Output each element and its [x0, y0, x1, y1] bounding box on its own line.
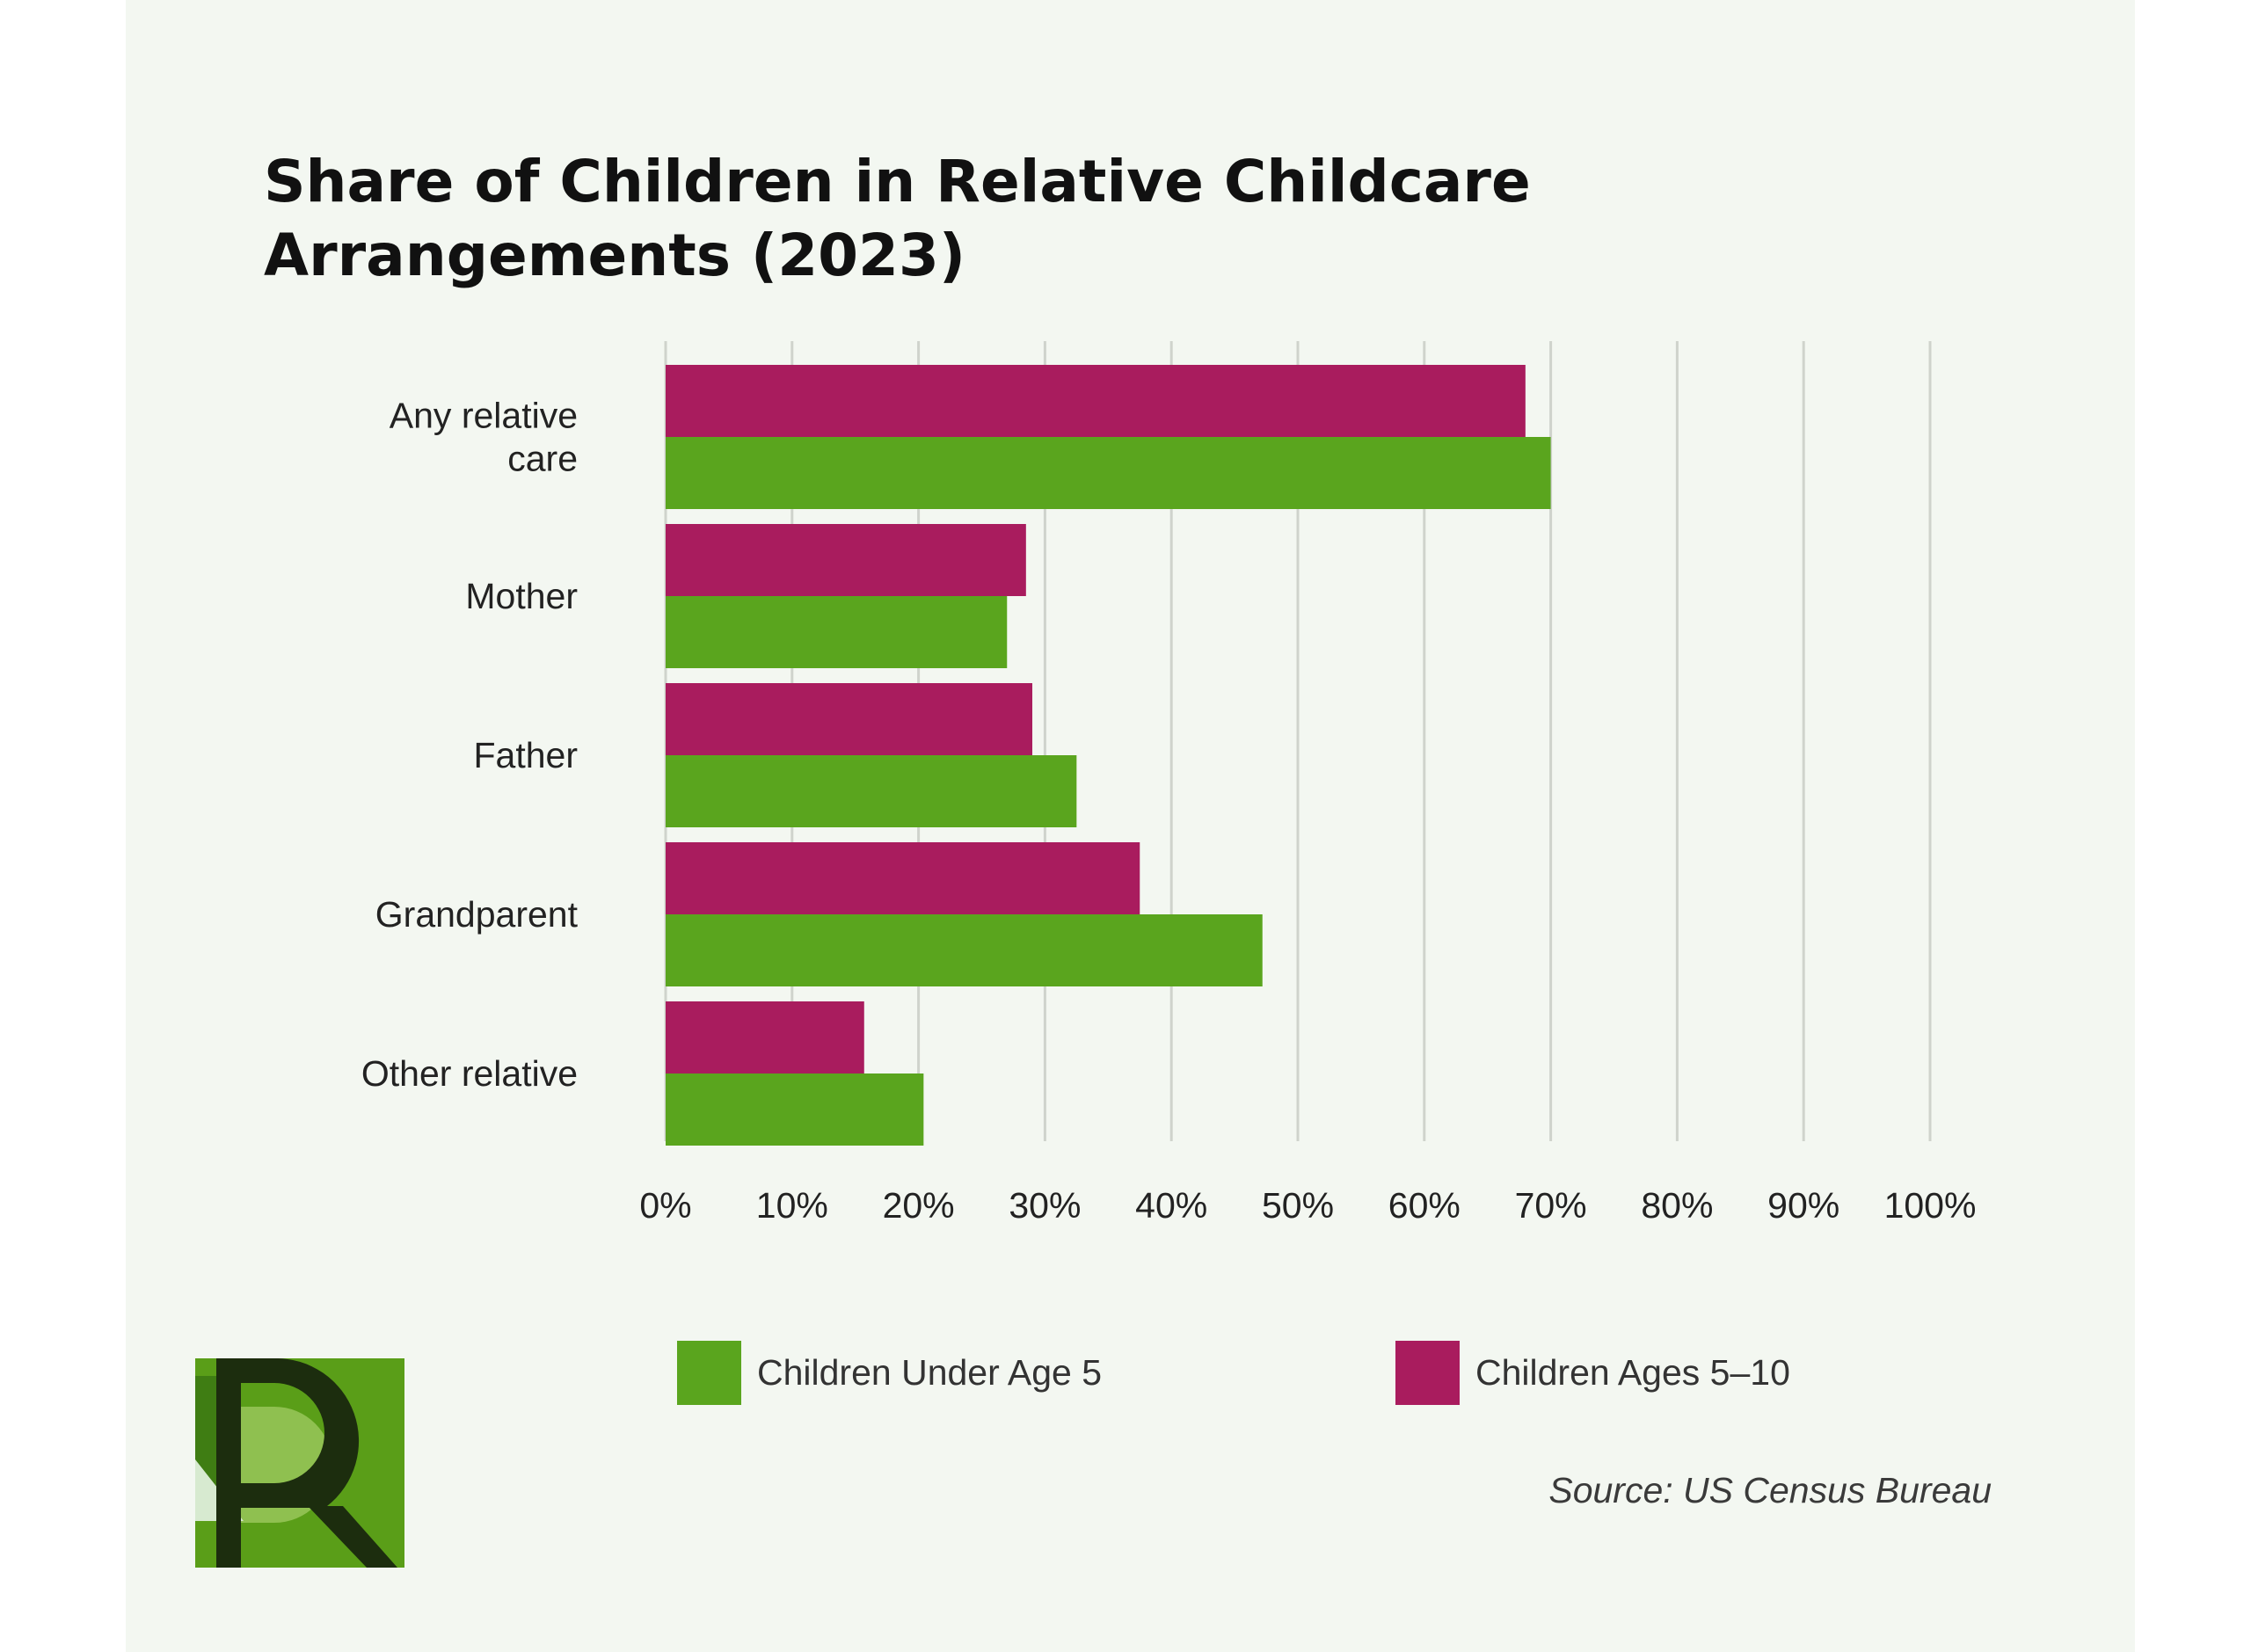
- bar: [666, 842, 1140, 914]
- bar: [666, 524, 1026, 596]
- r-logo: [195, 1358, 404, 1568]
- bar: [666, 683, 1033, 755]
- bar: [666, 365, 1526, 437]
- bar: [666, 596, 1008, 668]
- bars: [666, 365, 1551, 1146]
- x-tick-label: 40%: [1135, 1185, 1207, 1226]
- source-note: Source: US Census Bureau: [1548, 1470, 1992, 1510]
- bar: [666, 914, 1263, 986]
- bar: [666, 755, 1077, 827]
- x-tick-label: 80%: [1641, 1185, 1713, 1226]
- x-tick-labels: 0% 10% 20% 30% 40% 50% 60% 70% 80% 90% 100%: [639, 1185, 1976, 1226]
- x-tick-label: 60%: [1388, 1185, 1461, 1226]
- x-tick-label: 0%: [639, 1185, 691, 1226]
- legend-swatch-under-5: [677, 1341, 741, 1405]
- category-label: Other relative: [361, 1053, 578, 1094]
- x-tick-label: 50%: [1262, 1185, 1334, 1226]
- x-tick-label: 30%: [1009, 1185, 1081, 1226]
- bar: [666, 1073, 924, 1146]
- category-label: Grandparent: [375, 894, 579, 935]
- chart-card: [126, 0, 2135, 1652]
- category-label: Any relative care: [390, 396, 578, 479]
- x-tick-label: 90%: [1767, 1185, 1839, 1226]
- legend-label-5-10: Children Ages 5–10: [1475, 1352, 1790, 1393]
- x-tick-label: 100%: [1884, 1185, 1977, 1226]
- legend-label-under-5: Children Under Age 5: [757, 1352, 1103, 1393]
- legend-item-under-5: Children Under Age 5: [677, 1341, 1102, 1405]
- legend-item-5-10: Children Ages 5–10: [1395, 1341, 1790, 1405]
- category-labels: Any relative care Mother Father Grandparent O…: [361, 396, 579, 1095]
- x-tick-label: 20%: [883, 1185, 955, 1226]
- bar: [666, 437, 1551, 509]
- x-tick-label: 10%: [756, 1185, 828, 1226]
- chart-title: Share of Children in Relative Childcare …: [264, 148, 1531, 289]
- category-label: Mother: [465, 576, 578, 616]
- x-tick-label: 70%: [1515, 1185, 1587, 1226]
- bar: [666, 1001, 864, 1073]
- legend-swatch-5-10: [1395, 1341, 1460, 1405]
- category-label: Father: [474, 735, 579, 775]
